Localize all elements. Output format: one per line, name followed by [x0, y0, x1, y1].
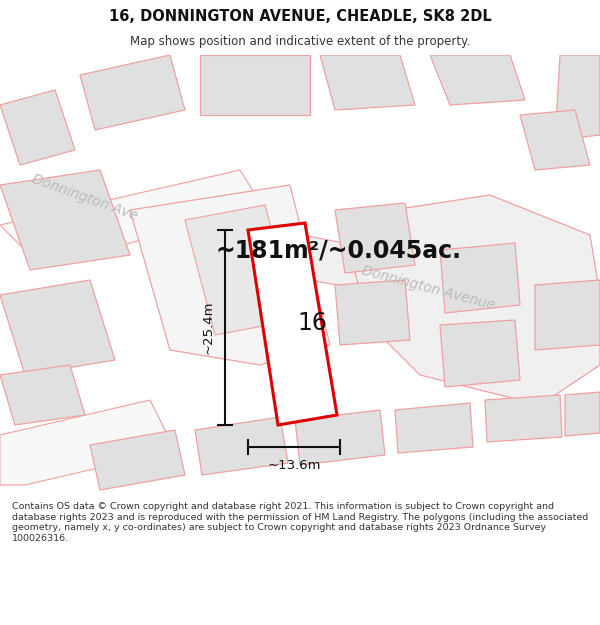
Polygon shape [555, 55, 600, 140]
Polygon shape [335, 280, 410, 345]
Polygon shape [440, 320, 520, 387]
Polygon shape [440, 243, 520, 313]
Polygon shape [200, 55, 310, 115]
Polygon shape [0, 365, 85, 425]
Polygon shape [130, 185, 330, 365]
Text: Contains OS data © Crown copyright and database right 2021. This information is : Contains OS data © Crown copyright and d… [12, 503, 588, 542]
Polygon shape [535, 280, 600, 350]
Polygon shape [295, 410, 385, 465]
Polygon shape [80, 55, 185, 130]
Polygon shape [250, 225, 600, 330]
Polygon shape [0, 170, 130, 270]
Text: 16, DONNINGTON AVENUE, CHEADLE, SK8 2DL: 16, DONNINGTON AVENUE, CHEADLE, SK8 2DL [109, 9, 491, 24]
Polygon shape [320, 55, 415, 110]
Text: 16: 16 [297, 311, 327, 335]
Polygon shape [520, 110, 590, 170]
Polygon shape [565, 392, 600, 436]
Polygon shape [195, 417, 288, 475]
Polygon shape [335, 203, 415, 273]
Text: Map shows position and indicative extent of the property.: Map shows position and indicative extent… [130, 35, 470, 48]
Text: Donnington Avenue: Donnington Avenue [360, 264, 496, 313]
Polygon shape [350, 195, 600, 405]
Polygon shape [0, 170, 265, 265]
Text: ~13.6m: ~13.6m [267, 459, 321, 472]
Polygon shape [90, 430, 185, 490]
Polygon shape [185, 205, 295, 335]
Polygon shape [0, 400, 175, 485]
Polygon shape [0, 280, 115, 375]
Polygon shape [248, 223, 337, 425]
Polygon shape [430, 55, 525, 105]
Polygon shape [395, 403, 473, 453]
Text: Donnington Ave: Donnington Ave [30, 172, 139, 223]
Polygon shape [485, 395, 562, 442]
Text: ~181m²/~0.045ac.: ~181m²/~0.045ac. [215, 238, 461, 262]
Polygon shape [0, 90, 75, 165]
Text: ~25.4m: ~25.4m [202, 301, 215, 354]
